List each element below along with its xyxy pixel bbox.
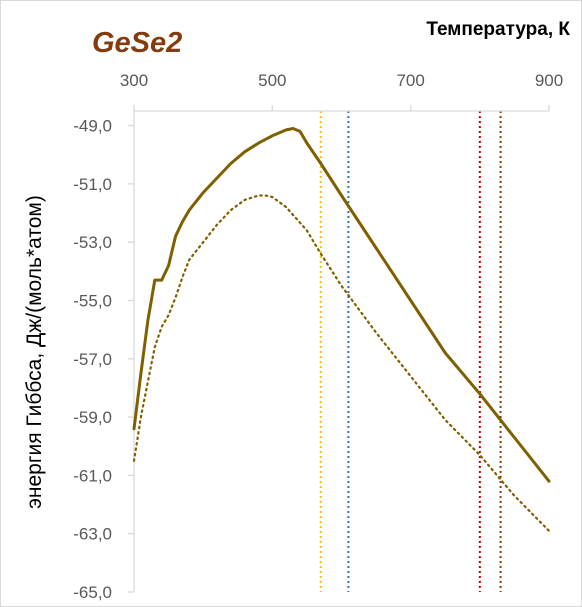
x-tick-label: 900 xyxy=(535,71,563,90)
series-solid-line xyxy=(132,127,551,483)
y-tick-label: -49,0 xyxy=(73,117,112,136)
y-tick-label: -61,0 xyxy=(73,466,112,485)
chart-title: GeSe2 xyxy=(92,27,182,59)
x-axis-label: Температура, К xyxy=(426,19,570,40)
y-tick-label: -59,0 xyxy=(73,408,112,427)
y-axis-label: энергия Гиббса, Дж/(моль*атом) xyxy=(23,195,46,509)
series-group xyxy=(132,127,551,532)
x-tick-label: 300 xyxy=(120,71,148,90)
y-tick-label: -51,0 xyxy=(73,175,112,194)
vertical-reference-lines xyxy=(319,111,502,592)
x-tick-label: 700 xyxy=(396,71,424,90)
y-tick-label: -53,0 xyxy=(73,233,112,252)
x-tick-label: 500 xyxy=(258,71,286,90)
y-tick-label: -57,0 xyxy=(73,350,112,369)
y-tick-label: -63,0 xyxy=(73,525,112,544)
axes: 300 500 700 900 -49,0 -51,0 -53,0 -55,0 -57,0 -59… xyxy=(73,71,563,602)
y-tick-label: -65,0 xyxy=(73,583,112,602)
y-tick-label: -55,0 xyxy=(73,291,112,310)
series-dotted-line xyxy=(132,194,551,532)
